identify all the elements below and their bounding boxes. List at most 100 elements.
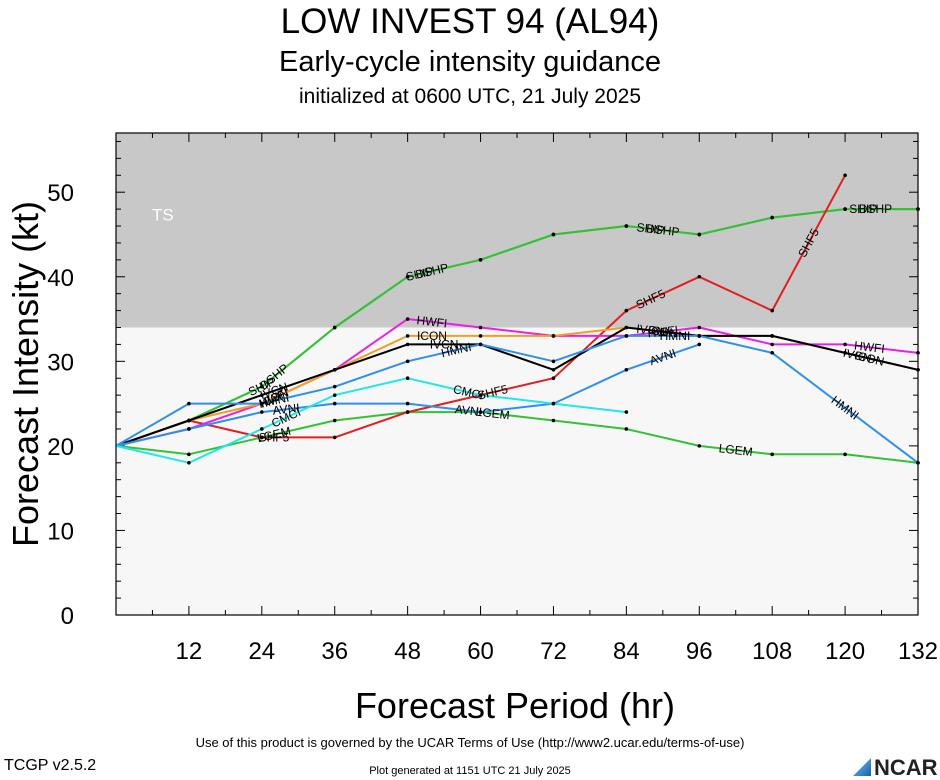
- data-point-icon: [478, 334, 483, 338]
- data-point-shf5: [332, 435, 337, 440]
- data-point-hmni: [770, 351, 774, 355]
- data-point-avni: [405, 401, 410, 406]
- x-tick-label: 60: [467, 638, 494, 665]
- data-point-avni: [187, 427, 191, 431]
- init-time: initialized at 0600 UTC, 21 July 2025: [298, 85, 642, 108]
- data-point-avni: [478, 410, 483, 414]
- series-label-avni: AVNI: [272, 401, 301, 418]
- y-tick-label: 0: [61, 603, 74, 630]
- version-label: TCGP v2.5.2: [4, 757, 97, 774]
- ncar-logo: NCAR: [853, 755, 938, 778]
- data-point-ivcn: [187, 418, 191, 423]
- data-point-icon: [551, 334, 556, 338]
- ts-band-label: TS: [152, 206, 174, 225]
- data-point-lgem: [551, 418, 556, 423]
- series-label-dshp: DSHP: [859, 202, 892, 216]
- intensity-chart: TSSHIPSHIPSHIPSHIPDSHPDSHPDSHPDSHPLGEMLG…: [5, 132, 938, 726]
- data-point-dshp: [551, 232, 556, 237]
- series-line-lgem: [115, 411, 919, 464]
- series-label-ship: SHIP: [405, 264, 435, 284]
- series-label-hwfi: HWFI: [416, 313, 448, 330]
- data-point-dshp: [697, 232, 702, 237]
- series-label-hmni: HMNI: [660, 329, 691, 343]
- data-point-ivcn: [843, 351, 847, 355]
- series-line-ivcn: [115, 326, 919, 447]
- data-point-lgem: [770, 452, 774, 457]
- series-label-lgem: LGEM: [718, 441, 753, 459]
- x-tick-label: 120: [825, 638, 865, 665]
- data-point-avni: [697, 342, 702, 347]
- data-point-dshp: [843, 207, 847, 211]
- data-point-hmni: [405, 359, 410, 364]
- series-label-shf5: SHF5: [476, 382, 509, 403]
- series-line-cmci: [115, 377, 627, 464]
- series-label-ship: SHIP: [636, 220, 665, 237]
- data-point-cmci: [260, 427, 264, 431]
- series-label-icon: ICON: [417, 329, 447, 343]
- x-tick-label: 36: [321, 638, 348, 665]
- data-point-ivcn: [770, 334, 774, 338]
- data-point-ivcn: [405, 342, 410, 347]
- y-tick-label: 10: [47, 518, 74, 545]
- data-point-avni: [260, 410, 264, 414]
- data-point-hwfi: [770, 342, 774, 347]
- ncar-logo-mark: [853, 758, 871, 776]
- y-tick-label: 50: [47, 180, 74, 207]
- y-tick-label: 40: [47, 265, 74, 292]
- data-point-avni: [332, 401, 337, 406]
- data-point-icon: [405, 334, 410, 338]
- x-tick-label: 12: [176, 638, 203, 665]
- chart-title: LOW INVEST 94 (AL94): [280, 2, 660, 41]
- generated-time: Plot generated at 1151 UTC 21 July 2025: [369, 765, 571, 777]
- series-label-icon: ICON: [647, 323, 678, 340]
- data-point-shf5: [697, 274, 702, 279]
- data-point-hmni: [551, 359, 556, 364]
- data-point-lgem: [624, 427, 629, 431]
- x-tick-label: 72: [540, 638, 567, 665]
- ncar-logo-text: NCAR: [874, 755, 938, 778]
- data-point-cmci: [332, 393, 337, 397]
- data-point-shf5: [405, 410, 410, 414]
- data-point-hwfi: [697, 325, 702, 330]
- x-tick-label: 132: [898, 638, 938, 665]
- series-label-cmci: CMCI: [452, 382, 485, 403]
- data-point-ivcn: [551, 367, 556, 372]
- data-point-dshp: [478, 258, 483, 262]
- series-label-hmni: HMNI: [257, 390, 290, 411]
- data-point-avni: [624, 367, 629, 372]
- y-tick-label: 30: [47, 349, 74, 376]
- data-point-cmci: [551, 401, 556, 406]
- data-point-lgem: [697, 444, 702, 448]
- x-tick-label: 48: [394, 638, 421, 665]
- series-label-ivcn: IVCN: [842, 346, 873, 366]
- series-label-avni: AVNI: [454, 402, 483, 419]
- series-label-hwfi: HWFI: [853, 339, 885, 356]
- series-label-ivcn: IVCN: [636, 322, 666, 339]
- series-label-lgem: LGEM: [475, 405, 510, 423]
- x-tick-label: 96: [686, 638, 713, 665]
- plot-frame: [115, 132, 919, 616]
- ts-band: [116, 133, 918, 328]
- data-point-dshp: [405, 274, 410, 279]
- data-point-dshp: [770, 215, 774, 220]
- data-point-cmci: [624, 410, 629, 414]
- data-point-ivcn: [624, 325, 629, 330]
- x-tick-label: 84: [613, 638, 640, 665]
- data-point-lgem: [843, 452, 847, 457]
- data-point-dshp: [260, 384, 264, 389]
- data-point-shf5: [551, 376, 556, 381]
- data-point-hmni: [332, 384, 337, 389]
- x-axis-title: Forecast Period (hr): [355, 685, 675, 726]
- data-point-dshp: [624, 224, 629, 228]
- chart-subtitle: Early-cycle intensity guidance: [278, 46, 661, 78]
- data-point-shf5: [260, 435, 264, 440]
- data-point-hmni: [187, 401, 191, 406]
- data-point-hmni: [478, 342, 483, 347]
- data-point-hmni: [260, 401, 264, 406]
- data-point-cmci: [478, 393, 483, 397]
- data-point-cmci: [405, 376, 410, 381]
- series-line-hwfi: [115, 318, 919, 447]
- terms-of-use-text: Use of this product is governed by the U…: [195, 735, 745, 750]
- data-point-dshp: [332, 325, 337, 330]
- series-label-shf5: SHF5: [259, 430, 290, 444]
